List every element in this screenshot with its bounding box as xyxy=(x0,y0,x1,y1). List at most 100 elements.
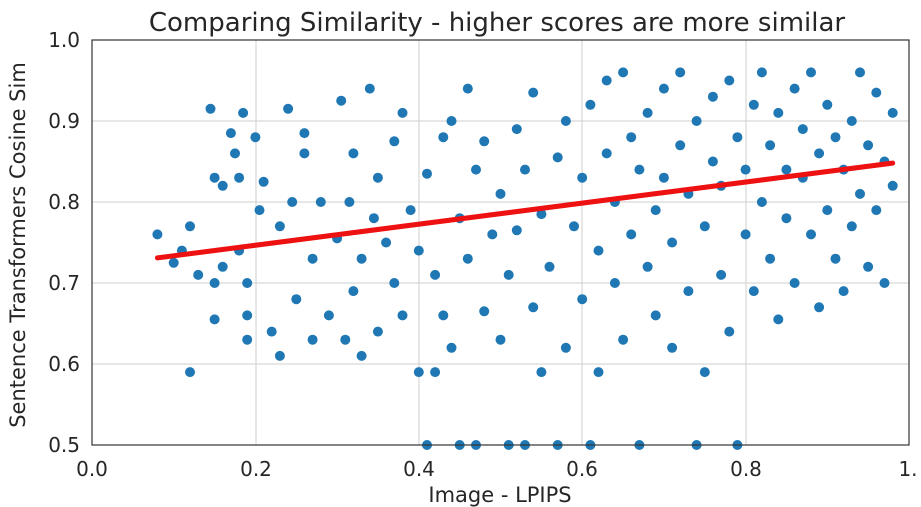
scatter-point xyxy=(756,67,767,78)
scatter-point xyxy=(822,99,833,110)
scatter-point xyxy=(601,148,612,159)
scatter-point xyxy=(438,310,449,321)
scatter-point xyxy=(797,124,808,135)
scatter-point xyxy=(307,334,318,345)
scatter-point xyxy=(748,99,759,110)
scatter-point xyxy=(217,180,228,191)
scatter-point xyxy=(340,334,351,345)
x-axis-label: Image - LPIPS xyxy=(428,483,571,507)
scatter-point xyxy=(462,83,473,94)
scatter-point xyxy=(511,124,522,135)
scatter-point xyxy=(601,75,612,86)
scatter-point xyxy=(209,314,220,325)
regression-line xyxy=(154,160,896,261)
y-tick-label: 0.8 xyxy=(48,190,80,214)
scatter-point xyxy=(274,350,285,361)
scatter-point xyxy=(372,326,383,337)
scatter-point xyxy=(413,367,424,378)
scatter-point xyxy=(642,261,653,272)
x-tick-label: 0.6 xyxy=(566,457,598,481)
scatter-point xyxy=(356,253,367,264)
scatter-point xyxy=(152,229,163,240)
scatter-point xyxy=(716,269,727,280)
scatter-point xyxy=(479,136,490,147)
scatter-point xyxy=(650,310,661,321)
scatter-point xyxy=(879,278,890,288)
x-tick-label: 0.2 xyxy=(240,457,272,481)
scatter-point xyxy=(389,278,400,288)
scatter-point xyxy=(675,140,686,151)
scatter-point xyxy=(287,197,298,207)
scatter-point xyxy=(667,342,678,353)
scatter-point xyxy=(299,128,310,139)
scatter-point xyxy=(323,310,334,321)
scatter-point xyxy=(846,116,857,126)
scatter-point xyxy=(511,225,522,236)
scatter-point xyxy=(487,229,498,240)
scatter-point xyxy=(618,67,629,78)
scatter-point xyxy=(781,164,792,175)
scatter-point xyxy=(381,237,392,248)
scatter-point xyxy=(348,286,359,297)
scatter-point xyxy=(724,326,735,337)
y-tick-label: 0.5 xyxy=(48,433,80,457)
scatter-point xyxy=(217,261,228,272)
y-tick-label: 0.7 xyxy=(48,271,80,295)
scatter-point xyxy=(577,172,588,183)
scatter-point xyxy=(344,197,355,207)
scatter-point xyxy=(675,67,686,78)
scatter-point xyxy=(234,172,245,183)
x-tick-labels: 0.0 0.2 0.4 0.6 0.8 1. xyxy=(76,457,917,481)
grid-lines xyxy=(91,39,910,446)
scatter-point xyxy=(413,245,424,256)
scatter-point xyxy=(863,140,874,151)
scatter-point xyxy=(291,294,302,305)
scatter-point xyxy=(348,148,359,159)
scatter-point xyxy=(626,132,637,143)
scatter-point xyxy=(650,205,661,216)
scatter-point xyxy=(422,168,432,179)
scatter-point xyxy=(699,221,710,232)
scatter-point xyxy=(732,132,743,143)
scatter-point xyxy=(830,253,841,264)
scatter-point xyxy=(372,172,383,183)
scatter-point xyxy=(405,205,416,216)
scatter-point xyxy=(307,253,318,264)
scatter-point xyxy=(520,164,530,175)
scatter-point xyxy=(887,180,898,191)
scatter-point xyxy=(773,107,784,118)
scatter-point xyxy=(495,334,506,345)
scatter-point xyxy=(814,148,825,159)
scatter-point xyxy=(683,286,694,297)
scatter-point xyxy=(528,87,539,98)
scatter-point xyxy=(740,164,751,175)
y-tick-labels: 0.5 0.6 0.7 0.8 0.9 1.0 xyxy=(48,28,80,457)
scatter-point xyxy=(585,99,596,110)
scatter-point xyxy=(863,261,874,272)
scatter-point xyxy=(814,302,825,313)
scatter-point xyxy=(756,197,767,207)
scatter-point xyxy=(225,128,236,139)
plot-frame xyxy=(91,39,910,446)
scatter-point xyxy=(479,306,490,317)
scatter-point xyxy=(238,107,249,118)
scatter-point xyxy=(471,164,481,175)
scatter-point xyxy=(642,107,653,118)
scatter-point xyxy=(765,253,776,264)
scatter-point xyxy=(185,367,195,378)
scatter-point xyxy=(691,116,702,126)
chart-title: Comparing Similarity - higher scores are… xyxy=(149,8,846,38)
scatter-point xyxy=(724,75,735,86)
scatter-point xyxy=(569,221,579,232)
scatter-point xyxy=(577,294,588,305)
scatter-point xyxy=(397,107,408,118)
scatter-point xyxy=(658,172,669,183)
scatter-point xyxy=(634,164,645,175)
scatter-point xyxy=(871,87,882,98)
scatter-point xyxy=(446,116,457,126)
scatter-point xyxy=(789,278,800,288)
scatter-point xyxy=(781,213,792,224)
scatter-point xyxy=(748,286,759,297)
scatter-point xyxy=(230,148,240,159)
scatter-point xyxy=(242,334,253,345)
